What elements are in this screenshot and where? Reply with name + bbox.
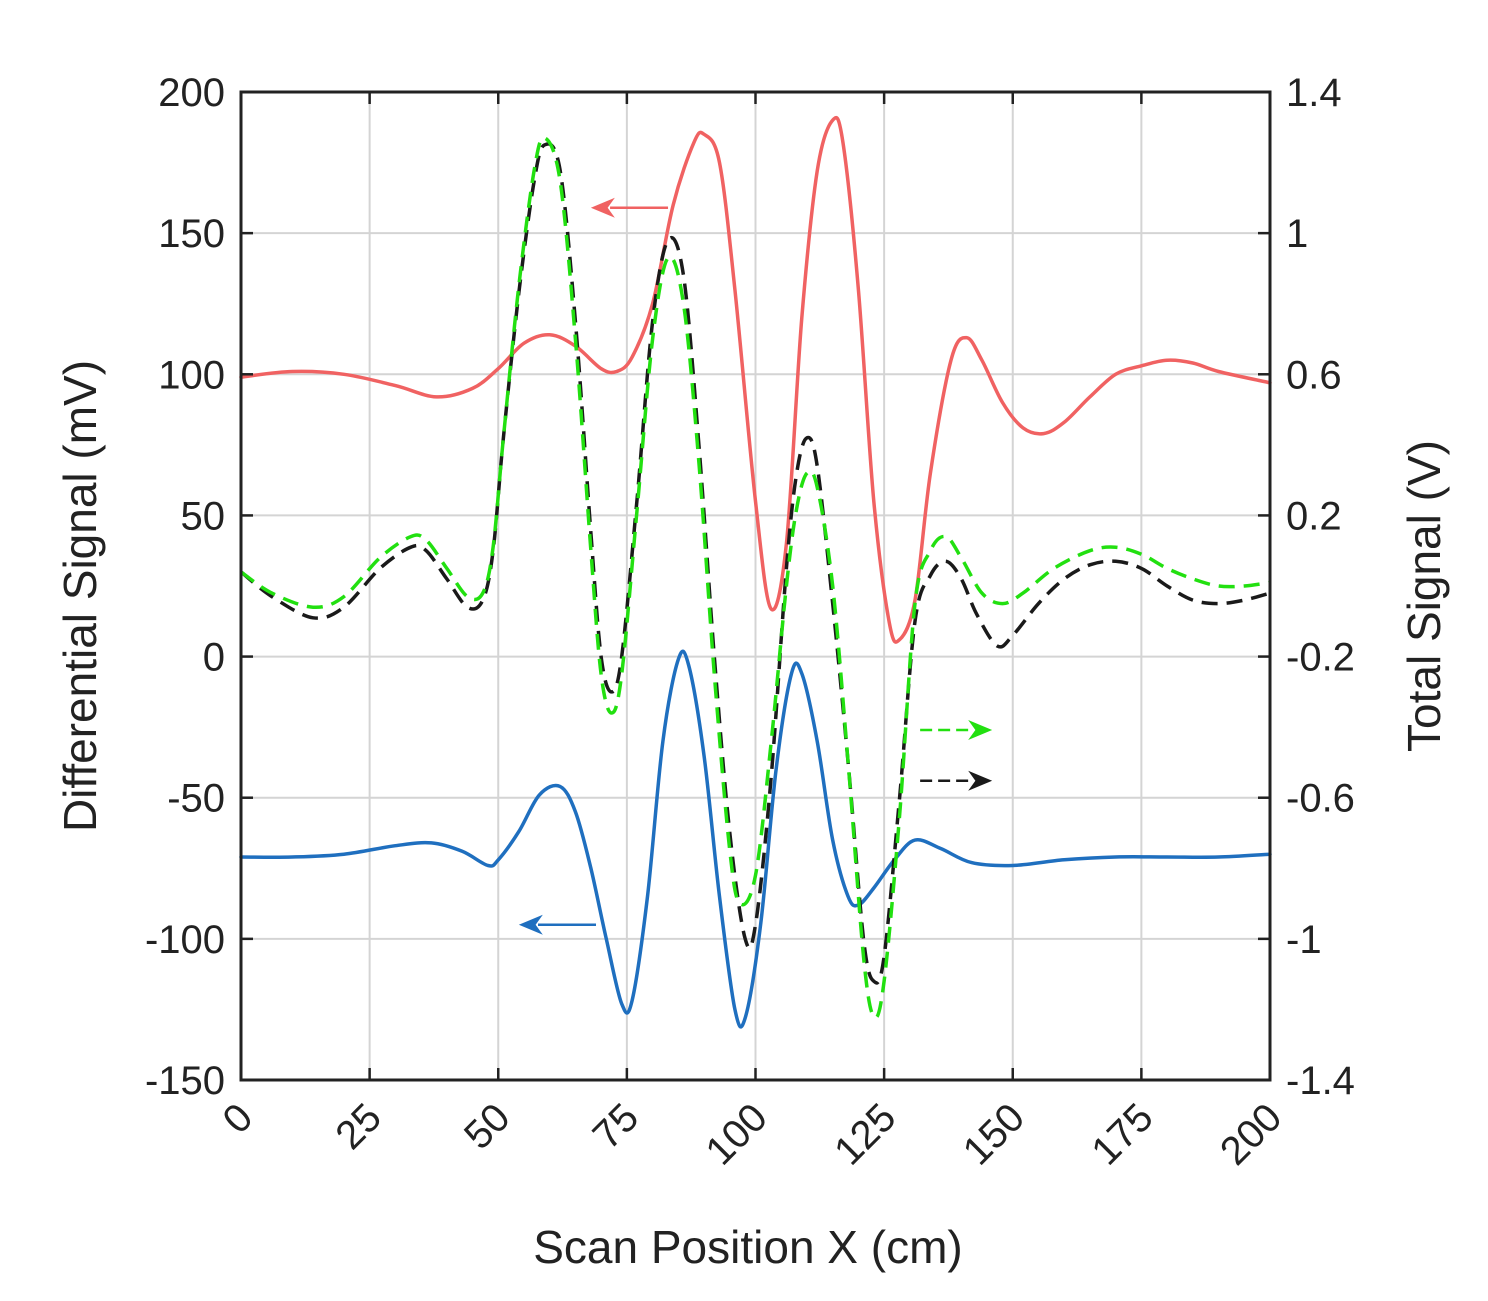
series-line-4 <box>239 135 1271 1020</box>
y2-tick-label: -1 <box>1286 918 1322 962</box>
y-tick-labels: -150 -100 -50 0 50 100 150 200 <box>145 71 225 1103</box>
arrow-head <box>590 197 615 218</box>
y-axis-label: Differential Signal (mV) <box>54 360 106 832</box>
series-line-3 <box>239 142 1271 985</box>
y2-tick-label: 1.4 <box>1286 71 1342 115</box>
arrow-2 <box>518 914 597 935</box>
tick-marks <box>239 90 1272 1082</box>
y-tick-label: -50 <box>167 777 225 821</box>
y2-tick-labels: -1.4 -1 -0.6 -0.2 0.2 0.6 1 1.4 <box>1286 71 1355 1103</box>
y-tick-label: 100 <box>158 353 225 397</box>
x-axis-label: Scan Position X (cm) <box>533 1221 962 1273</box>
arrow-head <box>968 770 993 791</box>
y2-tick-label: 0.2 <box>1286 494 1342 538</box>
y2-tick-label: -0.6 <box>1286 777 1355 821</box>
y2-tick-label: 0.6 <box>1286 353 1342 397</box>
y-tick-label: 0 <box>203 636 225 680</box>
y-tick-label: 50 <box>181 494 226 538</box>
arrow-layer <box>518 197 993 935</box>
arrow-head <box>968 719 993 740</box>
y2-tick-label: -0.2 <box>1286 636 1355 680</box>
series-line-2 <box>239 649 1272 1029</box>
y2-tick-label: -1.4 <box>1286 1059 1355 1103</box>
y-tick-label: 200 <box>158 71 225 115</box>
y-tick-label: -150 <box>145 1059 225 1103</box>
arrow-head <box>518 914 543 935</box>
series-layer <box>239 116 1272 1029</box>
series-line-1 <box>239 116 1272 644</box>
y2-axis-label: Total Signal (V) <box>1398 440 1450 752</box>
arrow-4 <box>920 770 993 791</box>
y2-tick-label: 1 <box>1286 212 1308 256</box>
y-tick-label: 150 <box>158 212 225 256</box>
arrow-1 <box>590 197 669 218</box>
y-tick-label: -100 <box>145 918 225 962</box>
arrow-3 <box>920 719 993 740</box>
